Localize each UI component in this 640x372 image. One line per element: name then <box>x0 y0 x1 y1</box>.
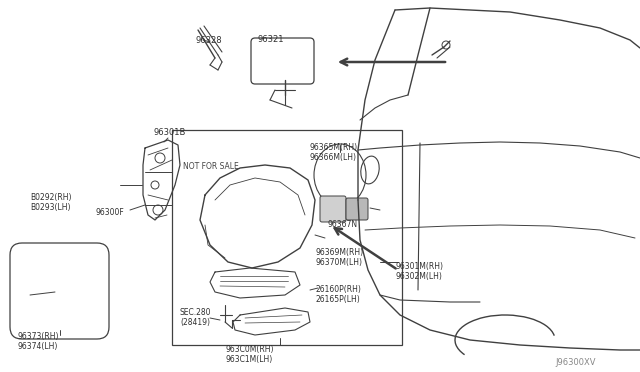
Text: J96300XV: J96300XV <box>555 358 595 367</box>
Text: 96328: 96328 <box>195 36 221 45</box>
FancyBboxPatch shape <box>346 198 368 220</box>
Text: 96365M(RH)
96366M(LH): 96365M(RH) 96366M(LH) <box>310 143 358 163</box>
Text: 96321: 96321 <box>258 35 285 44</box>
Text: 96300F: 96300F <box>95 208 124 217</box>
Text: 96367N: 96367N <box>328 220 358 229</box>
Text: SEC.280
(28419): SEC.280 (28419) <box>180 308 211 327</box>
Text: 96369M(RH)
96370M(LH): 96369M(RH) 96370M(LH) <box>316 248 364 267</box>
Text: 96301B: 96301B <box>154 128 186 137</box>
Text: 96373(RH)
96374(LH): 96373(RH) 96374(LH) <box>18 332 60 352</box>
Text: 26160P(RH)
26165P(LH): 26160P(RH) 26165P(LH) <box>315 285 361 304</box>
Text: 96301M(RH)
96302M(LH): 96301M(RH) 96302M(LH) <box>395 262 443 281</box>
Text: 963C0M(RH)
963C1M(LH): 963C0M(RH) 963C1M(LH) <box>225 345 273 365</box>
Text: B0292(RH)
B0293(LH): B0292(RH) B0293(LH) <box>30 193 72 212</box>
Text: NOT FOR SALE: NOT FOR SALE <box>183 162 239 171</box>
FancyBboxPatch shape <box>320 196 346 222</box>
